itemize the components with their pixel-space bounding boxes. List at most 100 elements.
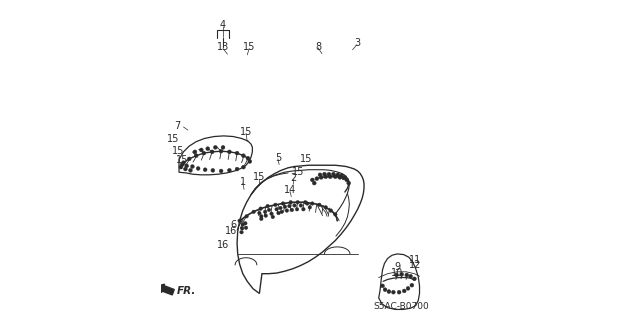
Circle shape (340, 174, 344, 177)
Text: 5: 5 (275, 152, 281, 163)
Text: 11: 11 (409, 255, 421, 265)
Circle shape (264, 210, 267, 214)
Text: S5AC-B0700: S5AC-B0700 (373, 302, 429, 311)
Circle shape (324, 175, 328, 179)
Text: 12: 12 (409, 260, 421, 271)
Circle shape (333, 213, 337, 216)
Circle shape (278, 206, 282, 210)
Circle shape (179, 165, 183, 169)
Circle shape (305, 202, 309, 205)
Circle shape (241, 165, 245, 169)
Circle shape (400, 272, 404, 276)
Circle shape (200, 148, 204, 152)
Circle shape (413, 277, 417, 281)
Circle shape (211, 150, 214, 154)
Circle shape (296, 201, 300, 204)
Circle shape (387, 290, 391, 293)
Circle shape (329, 209, 333, 212)
Circle shape (241, 226, 244, 230)
Circle shape (211, 168, 215, 172)
Circle shape (238, 219, 241, 223)
Text: 15: 15 (292, 167, 305, 177)
Circle shape (315, 177, 319, 181)
Text: 3: 3 (354, 38, 360, 48)
Circle shape (347, 181, 351, 185)
Text: FR.: FR. (177, 286, 196, 296)
Text: 4: 4 (220, 20, 226, 30)
Circle shape (219, 169, 223, 173)
Circle shape (312, 181, 316, 185)
Circle shape (221, 145, 225, 149)
Text: 6: 6 (230, 220, 236, 230)
Circle shape (345, 178, 349, 182)
Circle shape (285, 209, 289, 212)
Circle shape (193, 150, 197, 154)
Circle shape (410, 283, 414, 287)
Circle shape (301, 208, 305, 211)
Circle shape (258, 211, 261, 215)
Circle shape (244, 226, 248, 230)
Text: 15: 15 (300, 154, 312, 164)
Circle shape (260, 217, 263, 221)
Circle shape (206, 147, 210, 151)
Circle shape (264, 214, 268, 218)
Text: 14: 14 (284, 185, 296, 195)
FancyArrow shape (157, 284, 174, 295)
Text: 1: 1 (240, 177, 246, 187)
Circle shape (338, 175, 342, 179)
Text: 15: 15 (172, 146, 184, 156)
Circle shape (290, 208, 294, 212)
Circle shape (180, 163, 184, 167)
Circle shape (299, 204, 303, 207)
Circle shape (227, 150, 231, 154)
Circle shape (244, 221, 247, 225)
Circle shape (202, 151, 206, 155)
Circle shape (195, 154, 198, 158)
Circle shape (287, 204, 291, 208)
Circle shape (317, 203, 321, 207)
Circle shape (283, 205, 287, 209)
Circle shape (188, 157, 191, 161)
Circle shape (273, 203, 277, 207)
Text: 13: 13 (217, 42, 229, 52)
Circle shape (196, 167, 200, 170)
Circle shape (191, 165, 195, 168)
Circle shape (292, 204, 296, 207)
Circle shape (303, 201, 307, 204)
Text: 15: 15 (167, 134, 179, 144)
Circle shape (245, 215, 248, 218)
Circle shape (324, 206, 328, 209)
Circle shape (343, 175, 347, 179)
Circle shape (252, 210, 255, 214)
Text: 8: 8 (315, 41, 321, 52)
Text: 15: 15 (176, 155, 188, 165)
Circle shape (235, 167, 239, 171)
Circle shape (235, 151, 239, 155)
Circle shape (276, 211, 280, 215)
Circle shape (403, 289, 406, 293)
Text: 2: 2 (291, 173, 297, 183)
Circle shape (259, 207, 262, 211)
Text: 15: 15 (253, 172, 266, 182)
Circle shape (241, 154, 245, 158)
Circle shape (185, 164, 189, 168)
Circle shape (241, 223, 244, 226)
Circle shape (227, 168, 231, 172)
Text: 15: 15 (240, 127, 252, 137)
Text: 16: 16 (225, 226, 237, 236)
Circle shape (406, 286, 410, 290)
Circle shape (289, 201, 292, 204)
Circle shape (308, 206, 312, 209)
Circle shape (266, 204, 269, 208)
Circle shape (295, 208, 299, 211)
Circle shape (240, 230, 243, 234)
Circle shape (405, 273, 409, 277)
Text: 16: 16 (217, 240, 229, 250)
Circle shape (336, 173, 340, 177)
Circle shape (182, 161, 186, 165)
Circle shape (310, 202, 314, 205)
Circle shape (318, 173, 322, 177)
Text: 9: 9 (394, 262, 400, 272)
Circle shape (271, 215, 275, 219)
Circle shape (327, 172, 331, 176)
